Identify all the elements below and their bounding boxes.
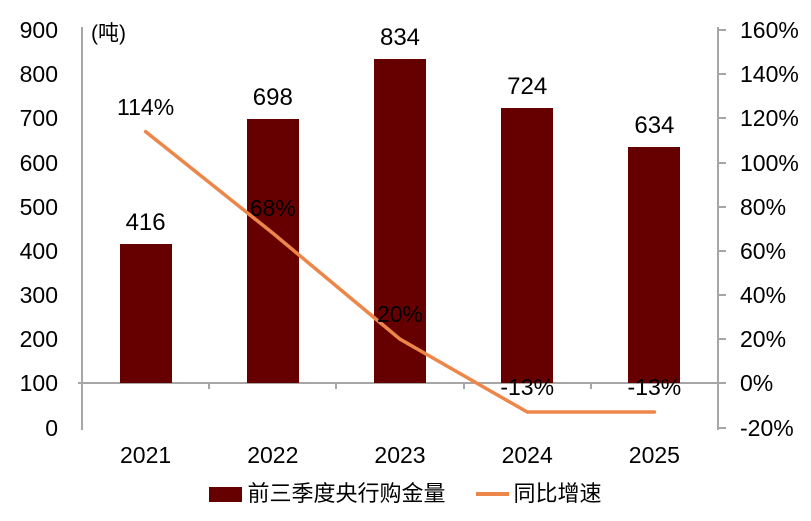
right-axis-tick-label: 100%	[740, 149, 799, 176]
line-value-label: -13%	[627, 374, 682, 401]
right-axis-tick-label: 80%	[740, 193, 787, 220]
bar-value-label: 416	[125, 208, 166, 236]
legend-label: 同比增速	[513, 481, 602, 506]
bar-value-label: 634	[634, 112, 675, 140]
right-axis-tick-mark	[717, 117, 726, 120]
right-axis-tick-mark	[717, 294, 726, 296]
left-axis-tick-label: 400	[19, 237, 58, 264]
right-axis-tick-label: 40%	[740, 282, 787, 308]
bar-value-label: 834	[379, 24, 421, 52]
left-axis-tick-label: 200	[19, 326, 58, 353]
right-axis-tick-label: 160%	[740, 17, 799, 43]
bar-2021-2025	[628, 147, 681, 384]
right-axis-tick-mark	[717, 161, 726, 164]
right-axis-tick-label: 120%	[740, 105, 799, 132]
right-axis-tick-mark	[717, 205, 726, 208]
legend: 前三季度央行购金量 同比增速	[0, 482, 811, 506]
x-axis-category-label: 2022	[247, 442, 299, 468]
left-axis-tick-label: 500	[19, 193, 58, 220]
right-axis-tick-mark	[717, 29, 726, 31]
left-axis-line	[81, 27, 83, 430]
right-axis-tick-mark	[717, 382, 726, 385]
right-axis-tick-label: 0%	[740, 370, 774, 397]
legend-bar-swatch	[209, 486, 243, 502]
right-axis-tick-mark	[717, 426, 726, 429]
right-axis-tick-label: 140%	[740, 61, 799, 88]
category-axis-tick-mark	[462, 383, 465, 390]
x-axis-category-label: 2025	[628, 442, 680, 468]
right-axis-tick-mark	[717, 73, 726, 76]
legend-line-swatch	[475, 492, 509, 496]
right-axis-tick-label: 60%	[740, 237, 787, 264]
line-value-label: 20%	[376, 301, 424, 328]
left-axis-tick-label: 0	[45, 414, 58, 441]
legend-item: 同比增速	[475, 481, 602, 506]
right-axis-tick-mark	[717, 249, 726, 252]
category-axis-tick-mark	[81, 383, 83, 390]
x-axis-category-label: 2023	[374, 442, 426, 468]
left-axis-tick-label: 300	[19, 282, 58, 308]
right-axis-tick-label: -20%	[740, 414, 794, 441]
legend-item: 前三季度央行购金量	[209, 481, 446, 506]
category-axis-tick-mark	[717, 383, 719, 390]
bar-2021-2025	[501, 107, 554, 384]
x-axis-category-label: 2024	[501, 442, 553, 468]
line-value-label: -13%	[500, 374, 555, 401]
left-axis-tick-label: 600	[19, 149, 58, 176]
left-axis-tick-label: 900	[19, 17, 58, 43]
right-axis-tick-mark	[717, 338, 726, 341]
left-axis-tick-label: 100	[19, 370, 58, 397]
category-axis-tick-mark	[208, 383, 211, 390]
right-axis-line	[717, 27, 719, 430]
line-value-label: 114%	[117, 93, 175, 120]
bar-value-label: 698	[252, 84, 293, 112]
x-axis-category-label: 2021	[120, 442, 172, 468]
legend-label: 前三季度央行购金量	[247, 481, 446, 506]
category-axis-tick-mark	[589, 383, 592, 390]
category-axis-tick-mark	[335, 383, 338, 390]
line-value-label: 68%	[249, 195, 296, 222]
bar-2021-2025	[374, 59, 426, 384]
bar-value-label: 724	[507, 72, 548, 100]
bar-2021-2025	[246, 119, 299, 384]
left-axis-tick-label: 800	[19, 61, 58, 88]
bar-2021-2025	[119, 243, 172, 384]
right-axis-tick-label: 20%	[740, 326, 787, 353]
left-axis-unit-label: (吨)	[91, 22, 126, 45]
left-axis-tick-label: 700	[19, 105, 58, 132]
